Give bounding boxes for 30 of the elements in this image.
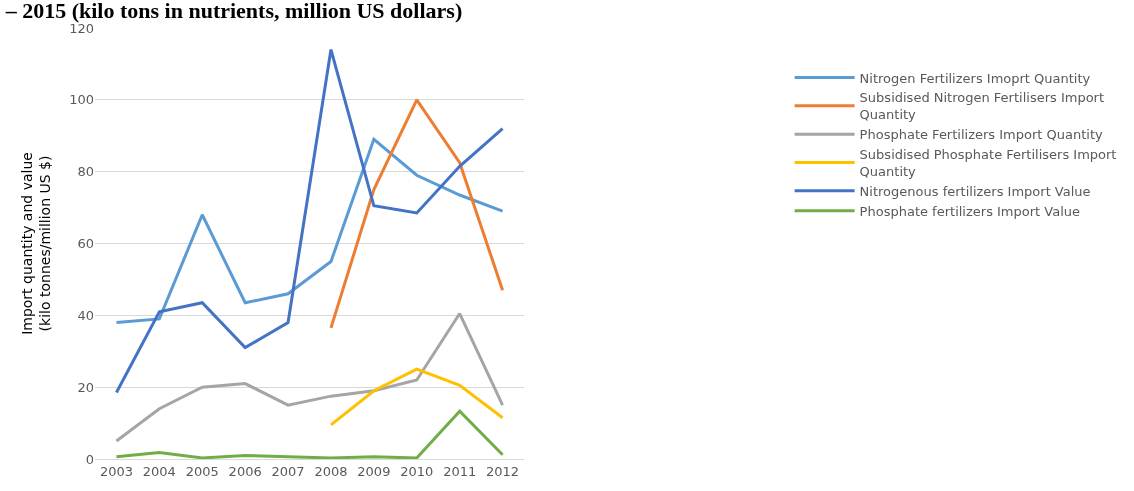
x-tick-label: 2011 (443, 463, 477, 479)
y-tick-label: 40 (77, 307, 94, 323)
x-tick-label: 2010 (400, 463, 434, 479)
legend-label: Phosphate Fertilizers Import Quantity (859, 127, 1103, 143)
x-tick-label: 2004 (142, 463, 176, 479)
legend-label: Nitrogen Fertilizers Imoprt Quantity (859, 70, 1091, 86)
legend-label: Nitrogenous fertilizers Import Value (859, 183, 1091, 199)
legend-label: Subsidised Nitrogen Fertilisers Import Quantity (859, 90, 1105, 123)
y-tick-label: 60 (77, 236, 94, 252)
x-tick-label: 2005 (185, 463, 219, 479)
line-series (114, 312, 505, 443)
line-series (114, 137, 505, 325)
y-tick-label: 20 (77, 379, 94, 395)
y-axis-title: Import quantity and value (kilo tonnes/million US $) (18, 152, 53, 335)
y-tick-label: 100 (69, 92, 94, 108)
x-tick-label: 2006 (228, 463, 262, 479)
line-series (329, 98, 505, 330)
x-tick-label: 2008 (314, 463, 348, 479)
chart-title: – 2015 (kilo tons in nutrients, million US dollars) (4, 0, 463, 23)
x-tick-label: 2009 (357, 463, 391, 479)
line-series (329, 367, 505, 427)
y-tick-label: 80 (77, 164, 94, 180)
line-series (114, 48, 505, 395)
y-tick-label: 0 (85, 451, 94, 467)
x-tick-label: 2007 (271, 463, 305, 479)
legend-label: Phosphate fertilizers Import Value (859, 203, 1081, 219)
legend-label: Subsidised Phosphate Fertilisers Import Quantity (859, 147, 1117, 179)
line-series (114, 409, 505, 459)
x-tick-label: 2012 (486, 463, 520, 479)
x-tick-label: 2003 (99, 463, 133, 479)
